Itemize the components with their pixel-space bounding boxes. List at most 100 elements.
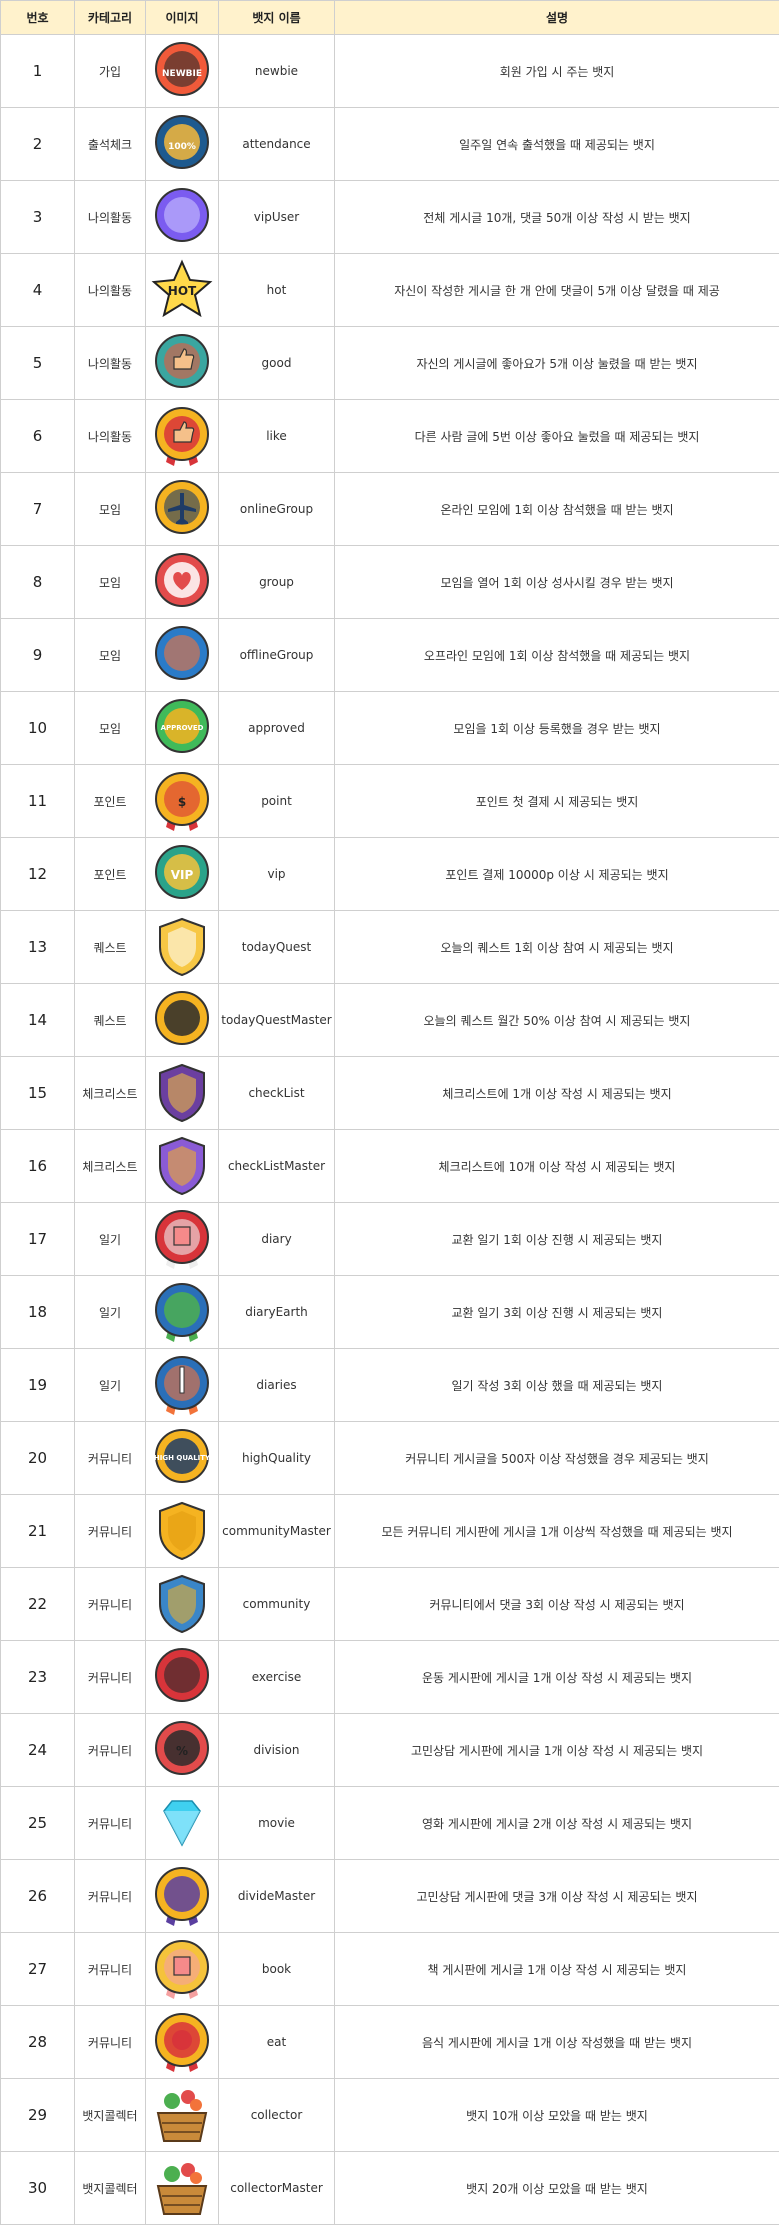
row-image bbox=[146, 327, 219, 400]
row-category: 커뮤니티 bbox=[75, 1641, 146, 1714]
row-badge-name: checkListMaster bbox=[219, 1130, 335, 1203]
hot-star-badge-icon: HOT bbox=[150, 258, 214, 322]
row-number: 7 bbox=[1, 473, 75, 546]
row-number: 25 bbox=[1, 1787, 75, 1860]
row-description: 오프라인 모임에 1회 이상 참석했을 때 제공되는 뱃지 bbox=[335, 619, 779, 692]
row-number: 21 bbox=[1, 1495, 75, 1568]
row-number: 24 bbox=[1, 1714, 75, 1787]
badge-image-text: VIP bbox=[171, 868, 194, 882]
thumbs-up-teal-badge-icon bbox=[150, 331, 214, 395]
row-number: 29 bbox=[1, 2079, 75, 2152]
gold-shield-star-icon bbox=[150, 915, 214, 979]
header-description: 설명 bbox=[335, 1, 779, 35]
row-badge-name: onlineGroup bbox=[219, 473, 335, 546]
row-number: 26 bbox=[1, 1860, 75, 1933]
row-description: 오늘의 퀘스트 월간 50% 이상 참여 시 제공되는 뱃지 bbox=[335, 984, 779, 1057]
vip-crown-badge-icon: VIP bbox=[150, 842, 214, 906]
row-badge-name: todayQuest bbox=[219, 911, 335, 984]
header-image: 이미지 bbox=[146, 1, 219, 35]
badge-image-text: HOT bbox=[168, 284, 197, 298]
row-description: 전체 게시글 10개, 댓글 50개 이상 작성 시 받는 뱃지 bbox=[335, 181, 779, 254]
row-description: 온라인 모임에 1회 이상 참석했을 때 받는 뱃지 bbox=[335, 473, 779, 546]
row-description: 책 게시판에 게시글 1개 이상 작성 시 제공되는 뱃지 bbox=[335, 1933, 779, 2006]
row-number: 3 bbox=[1, 181, 75, 254]
row-number: 9 bbox=[1, 619, 75, 692]
row-badge-name: good bbox=[219, 327, 335, 400]
row-image bbox=[146, 1568, 219, 1641]
row-category: 커뮤니티 bbox=[75, 1568, 146, 1641]
row-image bbox=[146, 400, 219, 473]
row-badge-name: collector bbox=[219, 2079, 335, 2152]
row-category: 일기 bbox=[75, 1203, 146, 1276]
row-image bbox=[146, 1787, 219, 1860]
row-number: 28 bbox=[1, 2006, 75, 2079]
row-category: 출석체크 bbox=[75, 108, 146, 181]
row-badge-name: checkList bbox=[219, 1057, 335, 1130]
row-category: 포인트 bbox=[75, 838, 146, 911]
row-number: 14 bbox=[1, 984, 75, 1057]
row-image bbox=[146, 181, 219, 254]
gold-shield-badge-icon bbox=[150, 1499, 214, 1563]
purple-star-shield-icon bbox=[150, 1134, 214, 1198]
row-image: % bbox=[146, 1714, 219, 1787]
row-badge-name: community bbox=[219, 1568, 335, 1641]
row-image bbox=[146, 1276, 219, 1349]
row-badge-name: todayQuestMaster bbox=[219, 984, 335, 1057]
badge-image-text: APPROVED bbox=[161, 724, 204, 732]
row-description: 커뮤니티에서 댓글 3회 이상 작성 시 제공되는 뱃지 bbox=[335, 1568, 779, 1641]
header-row: 번호 카테고리 이미지 뱃지 이름 설명 bbox=[1, 1, 779, 35]
row-category: 뱃지콜렉터 bbox=[75, 2079, 146, 2152]
row-category: 커뮤니티 bbox=[75, 2006, 146, 2079]
row-badge-name: vipUser bbox=[219, 181, 335, 254]
row-image bbox=[146, 1057, 219, 1130]
row-description: 회원 가입 시 주는 뱃지 bbox=[335, 35, 779, 108]
row-category: 퀘스트 bbox=[75, 911, 146, 984]
row-description: 자신이 작성한 게시글 한 개 안에 댓글이 5개 이상 달렸을 때 제공 bbox=[335, 254, 779, 327]
row-number: 12 bbox=[1, 838, 75, 911]
row-image bbox=[146, 1860, 219, 1933]
row-category: 일기 bbox=[75, 1276, 146, 1349]
row-category: 체크리스트 bbox=[75, 1057, 146, 1130]
row-description: 모임을 1회 이상 등록했을 경우 받는 뱃지 bbox=[335, 692, 779, 765]
row-description: 고민상담 게시판에 게시글 1개 이상 작성 시 제공되는 뱃지 bbox=[335, 1714, 779, 1787]
row-badge-name: divideMaster bbox=[219, 1860, 335, 1933]
row-description: 운동 게시판에 게시글 1개 이상 작성 시 제공되는 뱃지 bbox=[335, 1641, 779, 1714]
row-badge-name: vip bbox=[219, 838, 335, 911]
row-description: 포인트 결제 10000p 이상 시 제공되는 뱃지 bbox=[335, 838, 779, 911]
book-medal-badge-icon bbox=[150, 1937, 214, 2001]
row-image bbox=[146, 1349, 219, 1422]
row-number: 20 bbox=[1, 1422, 75, 1495]
row-image: HOT bbox=[146, 254, 219, 327]
row-category: 커뮤니티 bbox=[75, 1860, 146, 1933]
diary-book-badge-icon bbox=[150, 1207, 214, 1271]
attendance-badge-icon: 100% bbox=[150, 112, 214, 176]
row-number: 13 bbox=[1, 911, 75, 984]
newbie-badge-icon: NEWBIE bbox=[150, 39, 214, 103]
row-category: 포인트 bbox=[75, 765, 146, 838]
header-number: 번호 bbox=[1, 1, 75, 35]
row-description: 뱃지 10개 이상 모았을 때 받는 뱃지 bbox=[335, 2079, 779, 2152]
diamond-gem-icon bbox=[150, 1791, 214, 1855]
row-category: 나의활동 bbox=[75, 181, 146, 254]
row-description: 영화 게시판에 게시글 2개 이상 작성 시 제공되는 뱃지 bbox=[335, 1787, 779, 1860]
row-category: 커뮤니티 bbox=[75, 1422, 146, 1495]
row-image: APPROVED bbox=[146, 692, 219, 765]
row-category: 모임 bbox=[75, 692, 146, 765]
row-badge-name: movie bbox=[219, 1787, 335, 1860]
row-description: 교환 일기 1회 이상 진행 시 제공되는 뱃지 bbox=[335, 1203, 779, 1276]
row-description: 자신의 게시글에 좋아요가 5개 이상 눌렸을 때 받는 뱃지 bbox=[335, 327, 779, 400]
